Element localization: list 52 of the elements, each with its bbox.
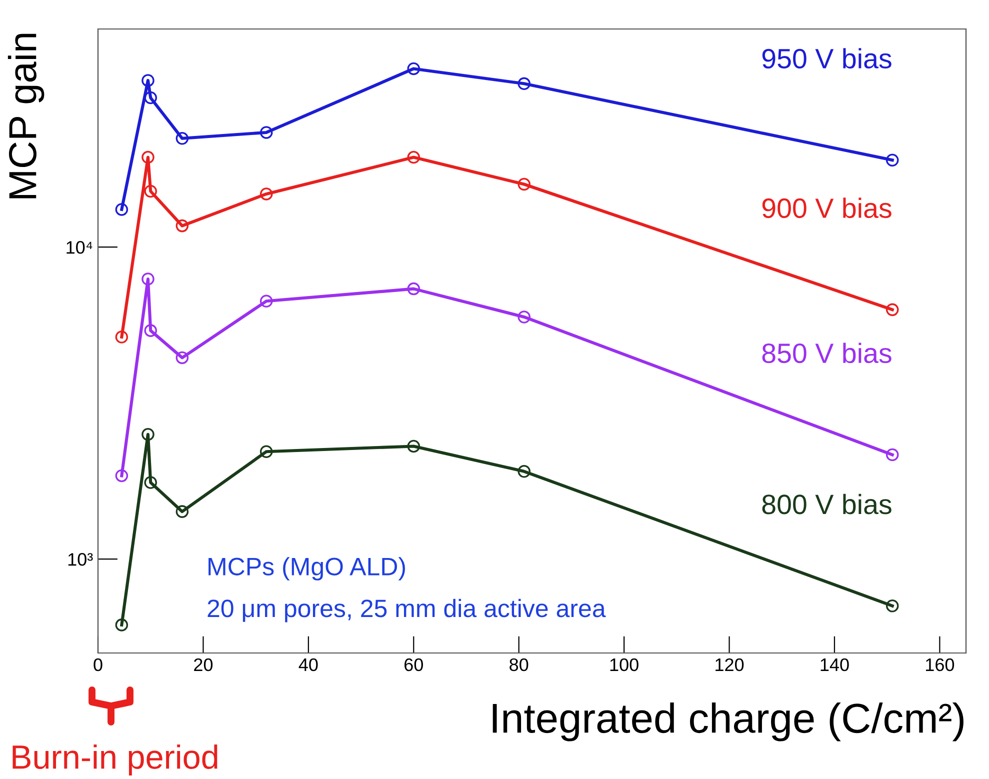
x-tick-label: 100: [610, 658, 638, 672]
point: [144, 476, 157, 489]
point: [176, 219, 189, 232]
point: [518, 178, 530, 191]
point: [518, 77, 530, 90]
point: [176, 351, 189, 364]
y-tick-label: 10⁴: [66, 241, 92, 254]
x-tick-label: 20: [194, 658, 213, 672]
x-tick-label: 40: [298, 658, 318, 672]
point: [115, 618, 128, 632]
point: [115, 469, 128, 482]
point: [142, 428, 154, 441]
point: [144, 324, 157, 337]
y-axis-title: MCP gain: [8, 34, 44, 198]
x-axis-title: Integrated charge (C/cm²): [492, 702, 964, 742]
point: [260, 294, 273, 308]
point: [142, 74, 154, 87]
x-tick-label: 0: [94, 658, 102, 672]
series-label: 850 V bias: [762, 342, 892, 364]
x-tick-label: 80: [510, 658, 528, 672]
point: [407, 150, 420, 164]
point: [176, 505, 189, 518]
point: [407, 440, 420, 453]
point: [407, 62, 420, 76]
point: [518, 465, 530, 478]
point: [176, 132, 189, 145]
text: 950 V bias: [762, 48, 892, 69]
point: [144, 184, 157, 198]
point: [260, 126, 273, 139]
point: [518, 310, 530, 324]
point: [142, 150, 154, 164]
x-tick-label: 60: [404, 658, 423, 672]
x-tick-label: 120: [716, 658, 744, 672]
y-tick-label: 10³: [68, 553, 93, 566]
point: [115, 203, 128, 216]
annotation: MCPs (MgO ALD): [208, 557, 405, 580]
point: [886, 154, 899, 166]
point: [407, 282, 420, 296]
point: [886, 599, 899, 612]
series-label: 800 V bias: [762, 494, 892, 514]
point: [144, 91, 157, 104]
point: [886, 303, 899, 316]
x-tick-label: 160: [926, 658, 954, 672]
point: [886, 448, 899, 462]
point: [260, 188, 273, 200]
series-label: 900 V bias: [762, 198, 892, 218]
point: [115, 330, 128, 344]
x-tick-label: 140: [820, 658, 849, 672]
text: Burn-in period: [12, 744, 218, 776]
annotation: 20 μm pores, 25 mm dia active area: [208, 598, 606, 622]
point: [142, 272, 154, 286]
point: [260, 445, 273, 458]
